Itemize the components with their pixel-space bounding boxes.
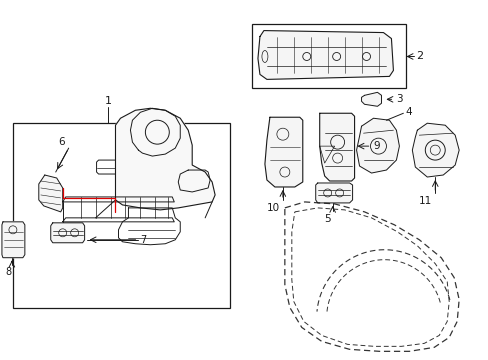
Polygon shape [315,183,352,203]
Polygon shape [361,92,381,106]
Polygon shape [51,223,84,243]
Text: 9: 9 [373,141,379,151]
Polygon shape [258,31,393,80]
Bar [251,24,406,88]
Text: 8: 8 [6,267,12,276]
Text: 11: 11 [418,196,431,206]
Text: 3: 3 [396,94,402,104]
Text: 2: 2 [415,51,423,62]
Bar [13,123,229,307]
Text: 7: 7 [140,235,146,245]
Text: 4: 4 [405,107,411,117]
Text: 6: 6 [59,137,65,147]
Polygon shape [264,117,302,187]
Polygon shape [319,113,354,181]
Polygon shape [2,222,25,258]
Text: 5: 5 [324,214,330,224]
Polygon shape [411,123,458,177]
Text: 1: 1 [105,96,112,106]
Text: 10: 10 [266,203,279,213]
Polygon shape [39,175,62,212]
Polygon shape [115,108,215,210]
Polygon shape [356,118,399,173]
